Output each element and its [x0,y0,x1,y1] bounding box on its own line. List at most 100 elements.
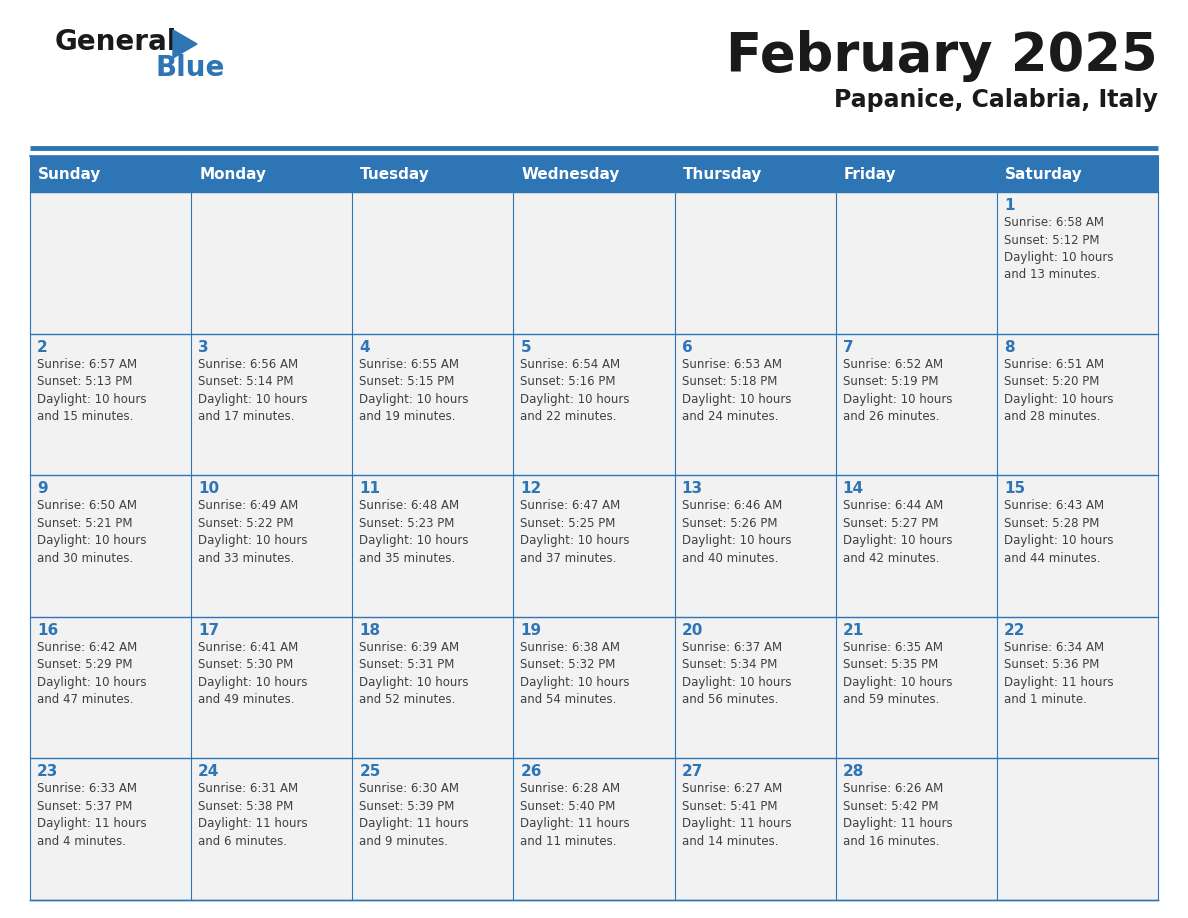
Bar [675,156,835,192]
Bar [997,156,1158,192]
Text: 4: 4 [359,340,369,354]
Bar [191,156,353,192]
Text: 24: 24 [198,765,220,779]
Text: Friday: Friday [843,166,896,182]
Bar [353,617,513,758]
Text: 19: 19 [520,622,542,638]
Text: 28: 28 [842,765,864,779]
Bar [675,617,835,758]
Bar [997,617,1158,758]
Text: Blue: Blue [154,54,225,82]
Text: Sunrise: 6:48 AM
Sunset: 5:23 PM
Daylight: 10 hours
and 35 minutes.: Sunrise: 6:48 AM Sunset: 5:23 PM Dayligh… [359,499,469,565]
Bar [675,192,835,333]
Text: 23: 23 [37,765,58,779]
Bar [513,333,675,476]
Text: General: General [55,28,177,56]
Text: 8: 8 [1004,340,1015,354]
Bar [835,758,997,900]
Text: Sunrise: 6:41 AM
Sunset: 5:30 PM
Daylight: 10 hours
and 49 minutes.: Sunrise: 6:41 AM Sunset: 5:30 PM Dayligh… [198,641,308,706]
Text: Sunrise: 6:53 AM
Sunset: 5:18 PM
Daylight: 10 hours
and 24 minutes.: Sunrise: 6:53 AM Sunset: 5:18 PM Dayligh… [682,358,791,423]
Text: 5: 5 [520,340,531,354]
Text: Sunrise: 6:51 AM
Sunset: 5:20 PM
Daylight: 10 hours
and 28 minutes.: Sunrise: 6:51 AM Sunset: 5:20 PM Dayligh… [1004,358,1113,423]
Bar [191,758,353,900]
Text: 3: 3 [198,340,209,354]
Text: Sunrise: 6:27 AM
Sunset: 5:41 PM
Daylight: 11 hours
and 14 minutes.: Sunrise: 6:27 AM Sunset: 5:41 PM Dayligh… [682,782,791,848]
Text: 2: 2 [37,340,48,354]
Bar [997,333,1158,476]
Bar [191,192,353,333]
Bar [675,758,835,900]
Text: February 2025: February 2025 [726,30,1158,82]
Text: Papanice, Calabria, Italy: Papanice, Calabria, Italy [834,88,1158,112]
Text: Sunrise: 6:43 AM
Sunset: 5:28 PM
Daylight: 10 hours
and 44 minutes.: Sunrise: 6:43 AM Sunset: 5:28 PM Dayligh… [1004,499,1113,565]
Text: Sunrise: 6:33 AM
Sunset: 5:37 PM
Daylight: 11 hours
and 4 minutes.: Sunrise: 6:33 AM Sunset: 5:37 PM Dayligh… [37,782,146,848]
Text: Sunrise: 6:35 AM
Sunset: 5:35 PM
Daylight: 10 hours
and 59 minutes.: Sunrise: 6:35 AM Sunset: 5:35 PM Dayligh… [842,641,953,706]
Bar [835,476,997,617]
Bar [513,617,675,758]
Text: 9: 9 [37,481,48,497]
Bar [835,617,997,758]
Text: Sunrise: 6:50 AM
Sunset: 5:21 PM
Daylight: 10 hours
and 30 minutes.: Sunrise: 6:50 AM Sunset: 5:21 PM Dayligh… [37,499,146,565]
Text: Sunrise: 6:58 AM
Sunset: 5:12 PM
Daylight: 10 hours
and 13 minutes.: Sunrise: 6:58 AM Sunset: 5:12 PM Dayligh… [1004,216,1113,282]
Text: 1: 1 [1004,198,1015,213]
Bar [30,156,191,192]
Text: 20: 20 [682,622,703,638]
Text: 6: 6 [682,340,693,354]
Bar [30,617,191,758]
Bar [835,156,997,192]
Text: Sunrise: 6:52 AM
Sunset: 5:19 PM
Daylight: 10 hours
and 26 minutes.: Sunrise: 6:52 AM Sunset: 5:19 PM Dayligh… [842,358,953,423]
Bar [30,192,191,333]
Bar [191,333,353,476]
Text: 12: 12 [520,481,542,497]
Text: Sunrise: 6:34 AM
Sunset: 5:36 PM
Daylight: 11 hours
and 1 minute.: Sunrise: 6:34 AM Sunset: 5:36 PM Dayligh… [1004,641,1113,706]
Text: Sunrise: 6:46 AM
Sunset: 5:26 PM
Daylight: 10 hours
and 40 minutes.: Sunrise: 6:46 AM Sunset: 5:26 PM Dayligh… [682,499,791,565]
Text: 26: 26 [520,765,542,779]
Text: Sunrise: 6:49 AM
Sunset: 5:22 PM
Daylight: 10 hours
and 33 minutes.: Sunrise: 6:49 AM Sunset: 5:22 PM Dayligh… [198,499,308,565]
Bar [191,617,353,758]
Text: 11: 11 [359,481,380,497]
Text: 10: 10 [198,481,220,497]
Text: Sunrise: 6:31 AM
Sunset: 5:38 PM
Daylight: 11 hours
and 6 minutes.: Sunrise: 6:31 AM Sunset: 5:38 PM Dayligh… [198,782,308,848]
Bar [513,156,675,192]
Text: 27: 27 [682,765,703,779]
Bar [675,333,835,476]
Text: Sunrise: 6:30 AM
Sunset: 5:39 PM
Daylight: 11 hours
and 9 minutes.: Sunrise: 6:30 AM Sunset: 5:39 PM Dayligh… [359,782,469,848]
Bar [997,758,1158,900]
Text: 14: 14 [842,481,864,497]
Text: Sunrise: 6:55 AM
Sunset: 5:15 PM
Daylight: 10 hours
and 19 minutes.: Sunrise: 6:55 AM Sunset: 5:15 PM Dayligh… [359,358,469,423]
Text: Sunrise: 6:37 AM
Sunset: 5:34 PM
Daylight: 10 hours
and 56 minutes.: Sunrise: 6:37 AM Sunset: 5:34 PM Dayligh… [682,641,791,706]
Bar [30,333,191,476]
Text: 17: 17 [198,622,220,638]
Bar [513,476,675,617]
Text: 16: 16 [37,622,58,638]
Text: Sunrise: 6:54 AM
Sunset: 5:16 PM
Daylight: 10 hours
and 22 minutes.: Sunrise: 6:54 AM Sunset: 5:16 PM Dayligh… [520,358,630,423]
Bar [835,333,997,476]
Text: Sunrise: 6:57 AM
Sunset: 5:13 PM
Daylight: 10 hours
and 15 minutes.: Sunrise: 6:57 AM Sunset: 5:13 PM Dayligh… [37,358,146,423]
Text: Wednesday: Wednesday [522,166,620,182]
Text: 13: 13 [682,481,702,497]
Bar [835,192,997,333]
Text: 21: 21 [842,622,864,638]
Text: Thursday: Thursday [683,166,762,182]
Text: Sunrise: 6:28 AM
Sunset: 5:40 PM
Daylight: 11 hours
and 11 minutes.: Sunrise: 6:28 AM Sunset: 5:40 PM Dayligh… [520,782,630,848]
Text: Sunday: Sunday [38,166,101,182]
Bar [997,192,1158,333]
Polygon shape [173,30,197,58]
Text: Sunrise: 6:47 AM
Sunset: 5:25 PM
Daylight: 10 hours
and 37 minutes.: Sunrise: 6:47 AM Sunset: 5:25 PM Dayligh… [520,499,630,565]
Bar [353,192,513,333]
Text: Sunrise: 6:42 AM
Sunset: 5:29 PM
Daylight: 10 hours
and 47 minutes.: Sunrise: 6:42 AM Sunset: 5:29 PM Dayligh… [37,641,146,706]
Text: 7: 7 [842,340,853,354]
Text: Saturday: Saturday [1005,166,1082,182]
Bar [30,758,191,900]
Text: 18: 18 [359,622,380,638]
Bar [353,156,513,192]
Bar [513,758,675,900]
Text: Sunrise: 6:56 AM
Sunset: 5:14 PM
Daylight: 10 hours
and 17 minutes.: Sunrise: 6:56 AM Sunset: 5:14 PM Dayligh… [198,358,308,423]
Bar [513,192,675,333]
Bar [191,476,353,617]
Text: Sunrise: 6:38 AM
Sunset: 5:32 PM
Daylight: 10 hours
and 54 minutes.: Sunrise: 6:38 AM Sunset: 5:32 PM Dayligh… [520,641,630,706]
Text: Sunrise: 6:26 AM
Sunset: 5:42 PM
Daylight: 11 hours
and 16 minutes.: Sunrise: 6:26 AM Sunset: 5:42 PM Dayligh… [842,782,953,848]
Text: Tuesday: Tuesday [360,166,430,182]
Bar [353,476,513,617]
Bar [353,758,513,900]
